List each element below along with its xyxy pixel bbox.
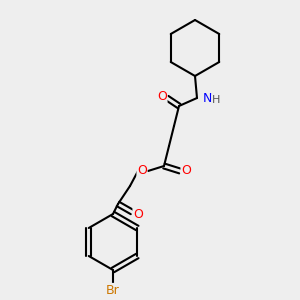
Text: O: O xyxy=(157,89,167,103)
Text: O: O xyxy=(181,164,191,178)
Text: O: O xyxy=(133,208,143,220)
Text: Br: Br xyxy=(106,284,120,296)
Text: H: H xyxy=(212,95,220,105)
Text: O: O xyxy=(137,164,147,178)
Text: N: N xyxy=(202,92,212,104)
